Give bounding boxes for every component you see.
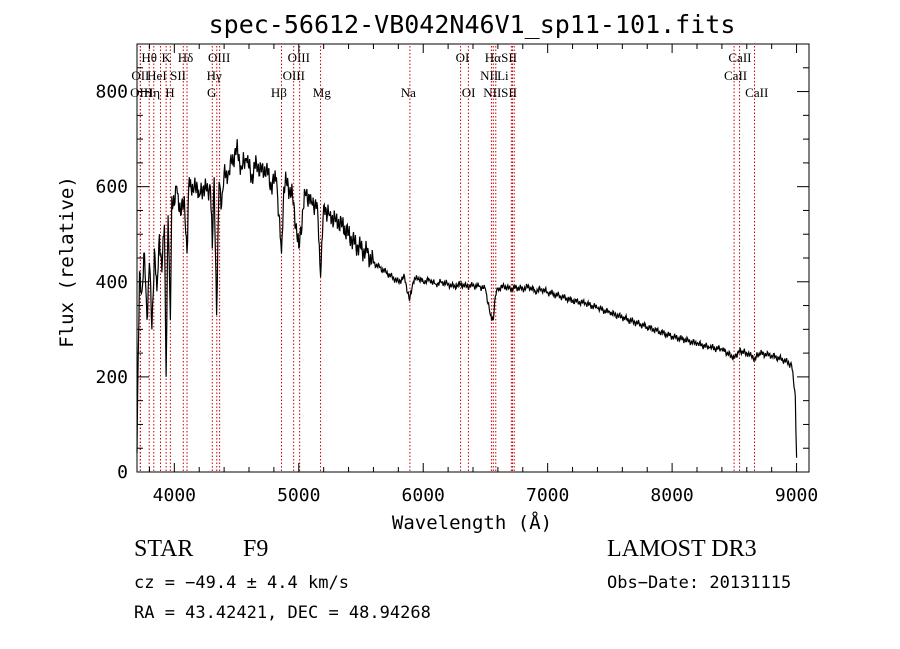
line-label-24: OI (462, 85, 476, 100)
line-label-16: CaII (724, 68, 747, 83)
plot-frame (136, 43, 810, 473)
x-tick-label: 4000 (153, 485, 196, 506)
line-label-17: OIII (130, 85, 152, 100)
coordinates: RA = 43.42421, DEC = 48.94268 (134, 603, 431, 623)
x-tick-label: 5000 (277, 485, 320, 506)
line-label-23: Na (401, 85, 416, 100)
line-label-12: Hγ (207, 68, 222, 83)
y-tick-label: 0 (117, 462, 128, 483)
line-label-21: Hβ (271, 85, 287, 100)
y-tick-label: 800 (95, 82, 128, 103)
object-class: STAR (134, 536, 194, 562)
line-label-9: OII (131, 68, 149, 83)
x-axis: 4000 5000 6000 7000 8000 9000 (148, 44, 818, 506)
y-axis-label: Flux (relative) (56, 176, 78, 348)
line-label-13: OIII (283, 68, 305, 83)
line-label-19: H (165, 85, 174, 100)
spectrum-line (136, 139, 798, 458)
chart-title: spec-56612-VB042N46V1_sp11-101.fits (209, 10, 736, 39)
line-label-25: NII (483, 85, 501, 100)
object-subclass: F9 (243, 536, 269, 562)
y-tick-label: 400 (95, 272, 128, 293)
y-axis: 0 200 400 600 800 (95, 43, 809, 483)
line-label-0: Hθ (141, 50, 157, 65)
x-tick-label: 6000 (402, 485, 445, 506)
line-label-15: Li (497, 68, 509, 83)
y-tick-label: 600 (95, 177, 128, 198)
line-label-11: SII (170, 68, 186, 83)
line-label-3: OIII (208, 50, 230, 65)
observation-date: Obs−Date: 20131115 (607, 573, 792, 593)
x-tick-label: 9000 (775, 485, 818, 506)
line-label-20: G (207, 85, 216, 100)
survey-name: LAMOST DR3 (607, 536, 757, 562)
line-label-4: OIII (288, 50, 310, 65)
x-tick-label: 8000 (650, 485, 693, 506)
line-label-6: Hα (485, 50, 501, 65)
line-label-1: K (162, 50, 172, 65)
redshift-value: cz = −49.4 ± 4.4 km/s (134, 573, 349, 593)
line-label-7: SII (501, 50, 517, 65)
line-label-27: CaII (745, 85, 768, 100)
line-label-22: Mg (313, 85, 332, 100)
x-tick-label: 7000 (526, 485, 569, 506)
x-axis-label: Wavelength (Å) (392, 511, 552, 534)
line-label-26: SII (501, 85, 517, 100)
line-label-5: OI (456, 50, 470, 65)
line-label-2: Hδ (178, 50, 194, 65)
line-label-8: CaII (728, 50, 751, 65)
line-label-10: HeI (147, 68, 167, 83)
y-tick-label: 200 (95, 367, 128, 388)
line-markers (139, 46, 755, 472)
line-label-14: NII (480, 68, 498, 83)
line-label-18: Hη (144, 85, 160, 100)
